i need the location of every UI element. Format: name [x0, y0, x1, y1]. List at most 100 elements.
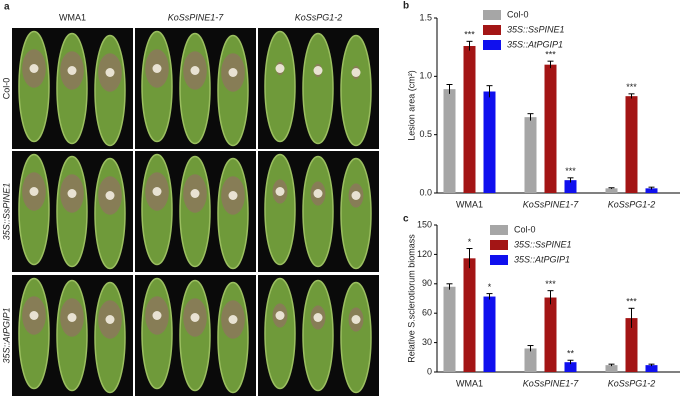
bar: [645, 188, 658, 193]
bar: [443, 286, 456, 372]
inoculum: [351, 191, 361, 200]
y-tick-label: 120: [417, 249, 432, 259]
inoculum: [190, 66, 200, 75]
x-tick-label: KoSsPINE1-7: [523, 199, 580, 209]
legend-label: Col-0: [507, 9, 529, 19]
inoculum: [275, 64, 285, 73]
x-tick-label: WMA1: [456, 378, 483, 388]
y-tick-label: 1.5: [419, 12, 432, 22]
significance: *: [468, 237, 472, 247]
inoculum: [228, 315, 238, 324]
y-tick-label: 30: [422, 337, 432, 347]
leaf: [340, 34, 372, 147]
inoculum: [29, 311, 39, 320]
inoculum: [105, 68, 115, 77]
y-tick-label: 0.5: [419, 129, 432, 139]
legend-label: 35S::SsPINE1: [514, 239, 572, 249]
panel-label: a: [4, 2, 10, 13]
y-tick-label: 1.0: [419, 71, 432, 81]
row-label: 35S::SsPINE1: [1, 183, 11, 241]
significance: ***: [545, 50, 556, 60]
y-tick-label: 60: [422, 308, 432, 318]
column-label: KoSsPINE1-7: [168, 12, 225, 22]
bar: [605, 365, 618, 372]
x-tick-label: KoSsPG1-2: [608, 378, 656, 388]
legend-label: 35S::AtPGIP1: [514, 254, 570, 264]
inoculum: [105, 191, 115, 200]
leaf: [340, 281, 372, 394]
inoculum: [152, 64, 162, 73]
y-tick-label: 0: [427, 366, 432, 376]
significance: ***: [545, 279, 556, 289]
bar: [605, 188, 618, 193]
bar: [625, 96, 638, 193]
legend-swatch: [490, 255, 508, 265]
leaf: [340, 157, 372, 270]
x-tick-label: WMA1: [456, 199, 483, 209]
x-tick-label: KoSsPINE1-7: [523, 378, 580, 388]
inoculum: [67, 66, 77, 75]
panel-label: b: [403, 1, 409, 12]
legend-label: 35S::SsPINE1: [507, 24, 565, 34]
y-axis-label: Relative S.sclerotiorum biomass: [406, 234, 416, 363]
bar: [544, 297, 557, 372]
bar: [463, 258, 476, 372]
bar: [443, 89, 456, 193]
row-label: Col-0: [1, 78, 11, 100]
legend-swatch: [490, 225, 508, 235]
bar: [524, 117, 537, 193]
panel-label: c: [403, 214, 409, 225]
bar: [483, 91, 496, 193]
bar: [544, 64, 557, 194]
significance: ***: [626, 297, 637, 307]
inoculum: [228, 191, 238, 200]
inoculum: [275, 311, 285, 320]
leaf: [302, 32, 334, 145]
significance: ***: [626, 82, 637, 92]
inoculum: [67, 313, 77, 322]
y-axis-label: Lesion area (cm²): [406, 70, 416, 141]
legend-swatch: [490, 240, 508, 250]
inoculum: [190, 313, 200, 322]
significance: ***: [565, 166, 576, 176]
bar: [564, 180, 577, 193]
inoculum: [313, 313, 323, 322]
bar: [564, 362, 577, 372]
leaf: [302, 279, 334, 392]
inoculum: [152, 187, 162, 196]
bar: [524, 348, 537, 372]
y-tick-label: 150: [417, 219, 432, 229]
legend-label: Col-0: [514, 224, 536, 234]
inoculum: [29, 64, 39, 73]
bar: [625, 318, 638, 372]
inoculum: [67, 189, 77, 198]
inoculum: [152, 311, 162, 320]
significance: ***: [464, 30, 475, 40]
legend-swatch: [483, 10, 501, 20]
leaf: [264, 277, 296, 390]
column-label: KoSsPG1-2: [295, 12, 343, 22]
inoculum: [105, 315, 115, 324]
row-label: 35S::AtPGIP1: [1, 307, 11, 363]
significance: **: [567, 349, 575, 359]
inoculum: [190, 189, 200, 198]
legend-swatch: [483, 25, 501, 35]
x-tick-label: KoSsPG1-2: [608, 199, 656, 209]
bar: [645, 365, 658, 372]
inoculum: [275, 187, 285, 196]
significance: *: [488, 282, 492, 292]
column-label: WMA1: [59, 12, 86, 22]
y-tick-label: 90: [422, 278, 432, 288]
inoculum: [29, 187, 39, 196]
legend-swatch: [483, 40, 501, 50]
leaf: [302, 155, 334, 268]
inoculum: [351, 315, 361, 324]
leaf: [264, 153, 296, 266]
inoculum: [351, 68, 361, 77]
legend-label: 35S::AtPGIP1: [507, 39, 563, 49]
inoculum: [313, 66, 323, 75]
inoculum: [228, 68, 238, 77]
bar: [483, 296, 496, 372]
leaf: [264, 30, 296, 143]
